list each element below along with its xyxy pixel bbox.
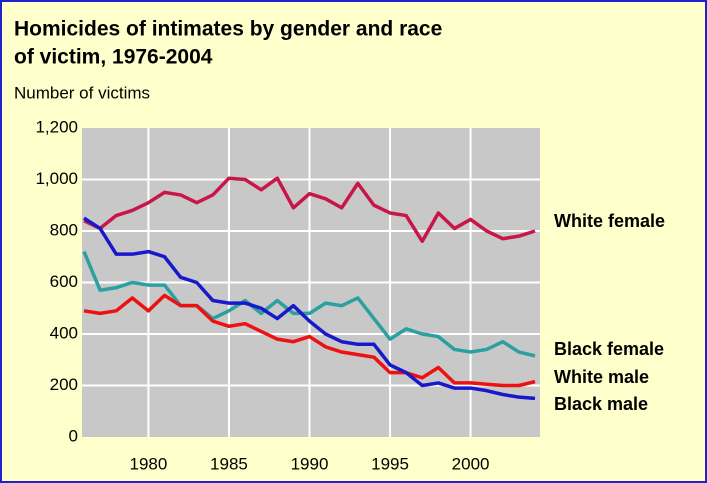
x-tick-label: 2000 xyxy=(452,454,490,473)
chart-title: of victim, 1976-2004 xyxy=(14,46,213,69)
y-tick-label: 600 xyxy=(50,272,78,291)
line xyxy=(82,250,536,358)
y-tick-label: 200 xyxy=(50,375,78,394)
x-tick-label: 1980 xyxy=(130,454,168,473)
y-tick-label: 0 xyxy=(69,426,78,445)
line xyxy=(83,176,536,244)
y-tick-label: 1,000 xyxy=(35,169,78,188)
x-tick-label: 1995 xyxy=(371,454,409,473)
series-label: White male xyxy=(554,367,649,387)
line xyxy=(83,216,536,401)
y-tick-label: 1,200 xyxy=(35,117,78,136)
x-tick-label: 1990 xyxy=(291,454,329,473)
series-label: Black male xyxy=(554,394,648,414)
series-label: White female xyxy=(554,211,665,231)
y-tick-label: 800 xyxy=(50,220,78,239)
y-axis-label: Number of victims xyxy=(14,83,150,102)
chart-title: Homicides of intimates by gender and rac… xyxy=(14,18,442,41)
x-tick-label: 1985 xyxy=(210,454,248,473)
y-tick-label: 400 xyxy=(50,323,78,342)
series-label: Black female xyxy=(554,339,664,359)
line xyxy=(83,293,536,388)
